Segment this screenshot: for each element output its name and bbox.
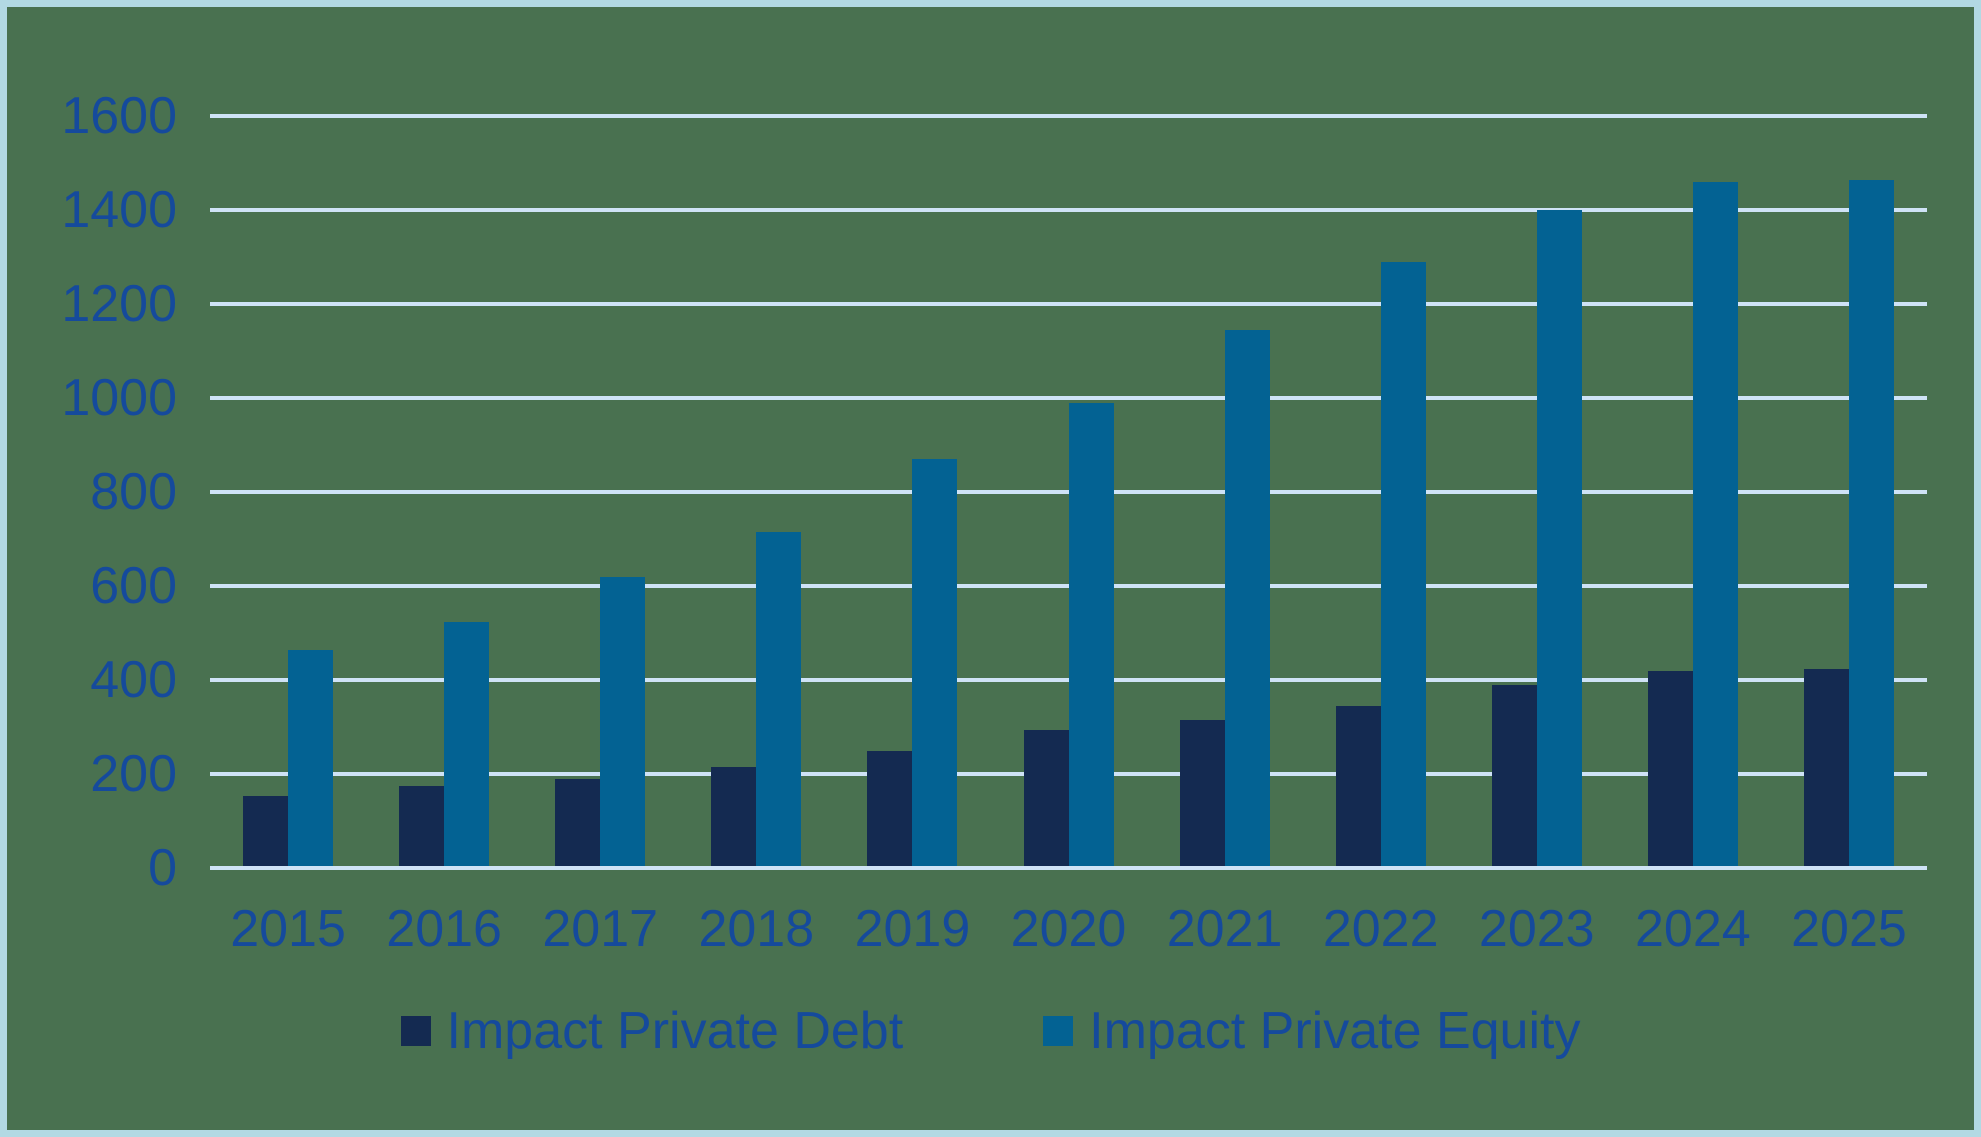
bar-equity-2020 xyxy=(1068,403,1114,866)
x-axis-tick-label: 2025 xyxy=(1791,900,1907,958)
x-axis-tick-label: 2019 xyxy=(854,900,971,958)
bar-equity-2018 xyxy=(756,532,802,866)
y-axis-tick-label: 0 xyxy=(148,839,177,897)
bar-debt-2015 xyxy=(243,795,289,866)
y-axis-tick-label: 800 xyxy=(90,463,177,521)
y-axis-tick-label: 200 xyxy=(90,745,177,803)
plot-area: 0 200 400 600 800 1000 1200 1400 1600 2015 2016 201… xyxy=(7,7,1974,1130)
x-axis-tick-label: 2020 xyxy=(1010,900,1127,958)
x-axis-tick-label: 2017 xyxy=(542,900,659,958)
x-axis-tick-label: 2024 xyxy=(1635,900,1751,958)
legend-item-debt: Impact Private Debt xyxy=(400,1001,904,1061)
y-axis-tick-label: 1000 xyxy=(61,369,177,427)
bar-debt-2022 xyxy=(1335,706,1381,866)
x-axis-tick-label: 2023 xyxy=(1478,900,1595,958)
x-axis-tick-label: 2015 xyxy=(230,900,346,958)
legend-item-equity: Impact Private Equity xyxy=(1043,1001,1580,1061)
bar-equity-2015 xyxy=(288,649,334,866)
bar-debt-2020 xyxy=(1023,729,1069,866)
y-axis-tick-label: 1400 xyxy=(61,181,177,239)
y-axis-tick-label: 400 xyxy=(90,651,177,709)
bar-debt-2019 xyxy=(867,750,913,866)
legend-swatch-icon xyxy=(1043,1015,1074,1046)
gridline-1400 xyxy=(210,208,1927,212)
bar-debt-2024 xyxy=(1647,670,1693,866)
bar-equity-2024 xyxy=(1692,182,1738,866)
bar-debt-2025 xyxy=(1803,668,1849,866)
gridline-1600 xyxy=(210,114,1927,118)
bar-equity-2017 xyxy=(600,576,646,866)
chart-legend: Impact Private Debt Impact Private Equity xyxy=(7,993,1974,1068)
bar-debt-2017 xyxy=(555,779,601,866)
bar-equity-2022 xyxy=(1380,262,1426,866)
bar-equity-2021 xyxy=(1224,330,1270,866)
x-axis-tick-label: 2022 xyxy=(1322,900,1439,958)
gridline-0 xyxy=(210,866,1927,870)
bar-equity-2025 xyxy=(1848,179,1894,866)
gridline-1200 xyxy=(210,302,1927,306)
bar-debt-2018 xyxy=(711,767,757,866)
bar-equity-2019 xyxy=(912,459,958,866)
gridline-1000 xyxy=(210,396,1927,400)
legend-label: Impact Private Debt xyxy=(446,1001,904,1060)
bar-equity-2016 xyxy=(444,621,490,866)
x-axis-tick-label: 2021 xyxy=(1166,900,1283,958)
bar-debt-2023 xyxy=(1491,685,1537,866)
bar-equity-2023 xyxy=(1536,210,1582,866)
bar-debt-2021 xyxy=(1179,720,1225,866)
legend-label: Impact Private Equity xyxy=(1089,1001,1581,1060)
y-axis-tick-label: 1200 xyxy=(61,275,177,333)
y-axis-tick-label: 600 xyxy=(90,557,177,615)
x-axis-tick-label: 2018 xyxy=(698,900,815,958)
x-axis-tick-label: 2016 xyxy=(386,900,502,958)
y-axis-tick-label: 1600 xyxy=(61,87,177,145)
legend-swatch-icon xyxy=(400,1015,431,1046)
bar-debt-2016 xyxy=(399,786,445,866)
